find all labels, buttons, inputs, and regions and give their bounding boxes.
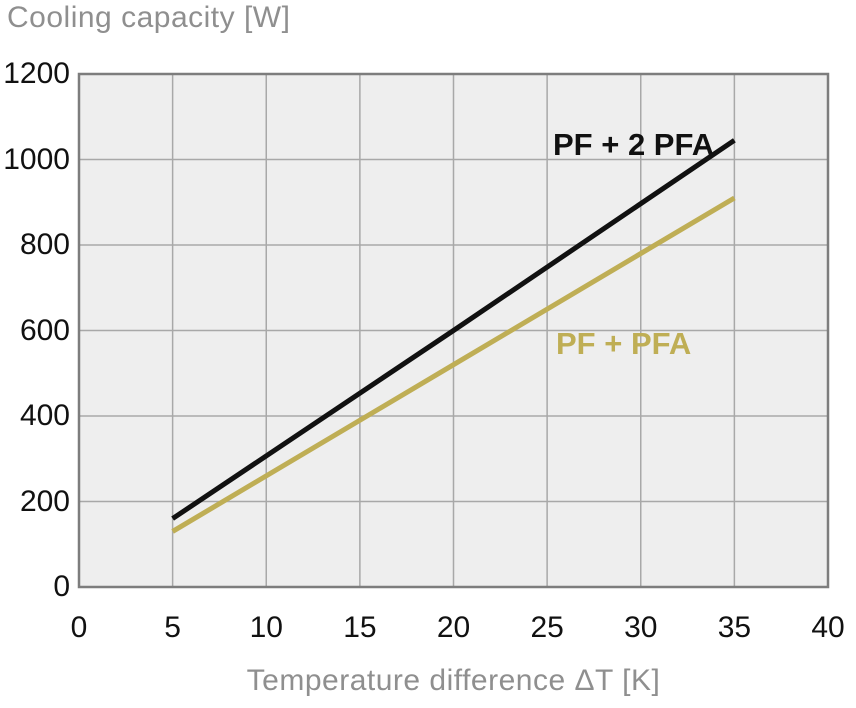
x-tick-label-15: 15 <box>343 611 377 644</box>
x-tick-label-20: 20 <box>436 611 471 644</box>
x-tick-label-35: 35 <box>717 611 752 644</box>
y-tick-label-1000: 1000 <box>3 142 70 176</box>
x-tick-label-0: 0 <box>70 611 88 644</box>
y-tick-label-0: 0 <box>53 570 70 603</box>
x-tick-label-30: 30 <box>624 611 658 644</box>
series-line-0 <box>171 138 736 521</box>
plot-border <box>77 72 830 589</box>
series-label-pf-2pfa: PF + 2 PFA <box>553 127 715 162</box>
x-tick-label-10: 10 <box>249 611 283 644</box>
x-tick-label-25: 25 <box>530 611 564 644</box>
y-tick-label-200: 200 <box>19 484 70 518</box>
x-tick-label-40: 40 <box>811 611 845 644</box>
y-tick-label-800: 800 <box>19 228 70 261</box>
chart-title: Cooling capacity [W] <box>7 1 291 34</box>
series-label-pf-pfa: PF + PFA <box>556 326 692 361</box>
x-tick-label-5: 5 <box>164 611 181 644</box>
series-line-1 <box>171 195 736 534</box>
y-tick-label-1200: 1200 <box>3 57 70 90</box>
x-axis-label: Temperature difference ΔT [K] <box>246 664 661 697</box>
y-tick-label-600: 600 <box>19 313 70 347</box>
y-tick-label-400: 400 <box>19 399 70 432</box>
